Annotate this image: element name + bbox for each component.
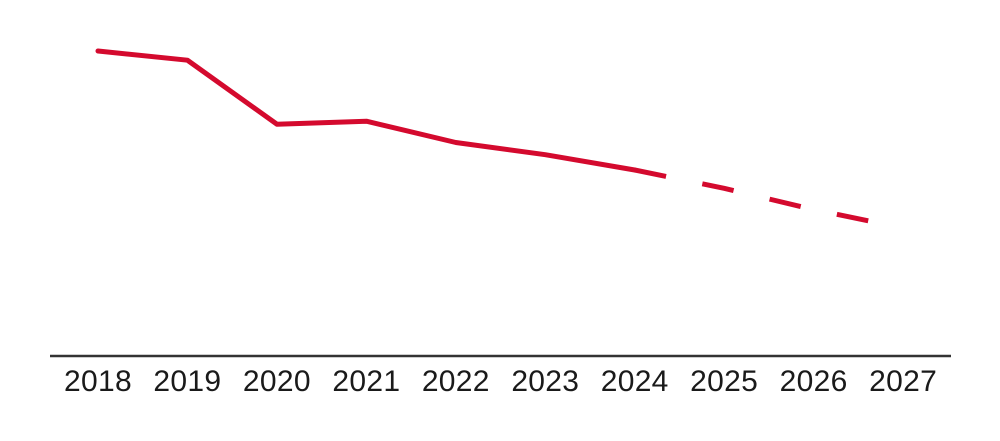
x-axis-tick-label-2025: 2025 <box>690 365 758 398</box>
x-axis-tick-label-2018: 2018 <box>64 365 132 398</box>
x-axis-tick-label-2023: 2023 <box>511 365 579 398</box>
trend-line-dashed <box>634 167 904 231</box>
x-axis-tick-label-2021: 2021 <box>332 365 400 398</box>
x-axis-tick-label-2019: 2019 <box>153 365 221 398</box>
x-axis-tick-label-2020: 2020 <box>243 365 311 398</box>
x-axis-tick-label-2024: 2024 <box>601 365 669 398</box>
x-axis-tick-label-2022: 2022 <box>422 365 490 398</box>
x-axis-tick-label-2027: 2027 <box>869 365 937 398</box>
x-axis-tick-label-2026: 2026 <box>780 365 848 398</box>
trend-line-solid <box>95 48 638 173</box>
